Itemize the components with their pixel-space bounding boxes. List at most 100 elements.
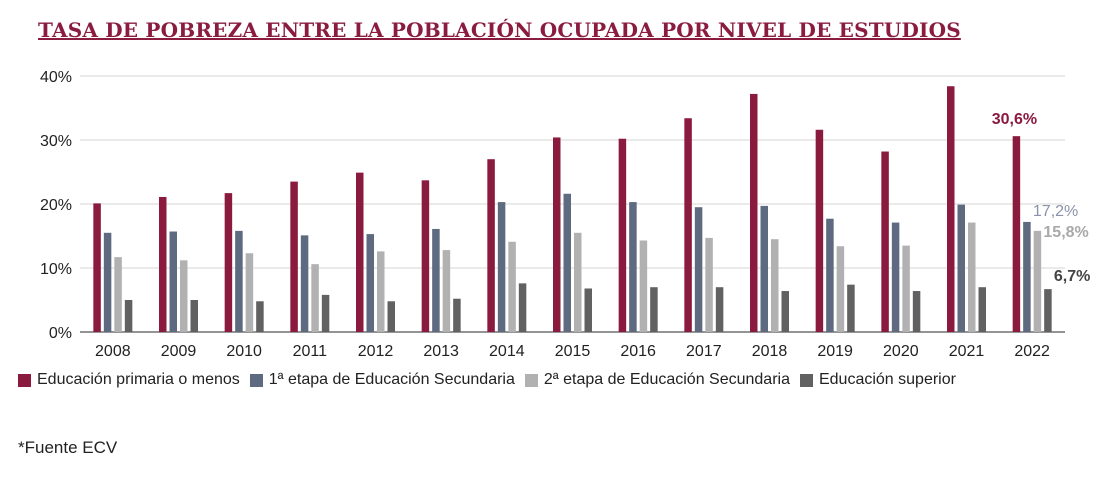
bar <box>103 232 112 332</box>
chart-plot: 0% 10% 20% 30% 40% 2008 2009 2010 2011 2012 2013 20… <box>40 69 1090 360</box>
bar <box>750 93 758 332</box>
bar <box>421 180 430 332</box>
bar <box>235 230 243 332</box>
legend-item: Educación superior <box>799 371 956 389</box>
bar <box>311 264 319 332</box>
bar <box>836 246 845 332</box>
data-label: 6,7% <box>1054 268 1090 285</box>
bar <box>321 294 330 332</box>
y-tick-label: 40% <box>40 69 72 86</box>
bar <box>93 203 101 332</box>
bar <box>442 250 451 332</box>
bar <box>957 204 965 332</box>
bar <box>290 181 298 332</box>
bar <box>1012 136 1021 332</box>
bar <box>377 251 385 332</box>
bar <box>1033 230 1042 332</box>
chart-title: TASA DE POBREZA ENTRE LA POBLACIÓN OCUPA… <box>38 18 961 42</box>
bar <box>190 300 198 332</box>
data-label: 17,2% <box>1033 203 1078 220</box>
legend-label: Educación superior <box>818 371 956 388</box>
bar <box>826 218 834 332</box>
bar <box>574 232 582 332</box>
x-tick-label: 2013 <box>423 343 459 360</box>
data-label: 15,8% <box>1043 224 1088 241</box>
bar <box>169 231 177 332</box>
legend-swatch <box>249 373 263 387</box>
bar <box>881 151 889 332</box>
bar <box>300 235 309 332</box>
legend-item: 2ª etapa de Educación Secundaria <box>524 371 790 389</box>
x-tick-label: 2008 <box>95 343 131 360</box>
x-tick-label: 2020 <box>883 343 919 360</box>
bar <box>508 241 516 332</box>
bar <box>366 234 374 332</box>
y-tick-label: 10% <box>40 261 72 278</box>
bar <box>584 288 592 332</box>
bar <box>891 222 900 332</box>
x-tick-label: 2009 <box>161 343 197 360</box>
bar <box>650 287 658 332</box>
data-label: 30,6% <box>992 111 1037 128</box>
bar <box>432 228 440 332</box>
bar <box>968 222 976 332</box>
chart-legend: Educación primaria o menos 1ª etapa de Ed… <box>18 371 966 389</box>
source-footnote: *Fuente ECV <box>18 438 118 457</box>
legend-swatch <box>18 373 31 387</box>
y-tick-label: 0% <box>49 325 72 342</box>
bar <box>497 202 506 332</box>
bar <box>1023 221 1031 332</box>
x-tick-label: 2016 <box>620 343 656 360</box>
bar <box>453 298 461 332</box>
x-tick-label: 2015 <box>555 343 591 360</box>
bar <box>256 301 264 332</box>
bar <box>124 300 133 332</box>
bar <box>563 193 571 332</box>
bar <box>760 205 768 332</box>
legend-swatch <box>799 373 813 387</box>
y-tick-label: 20% <box>40 197 72 214</box>
bar <box>487 159 495 332</box>
bar <box>356 172 364 332</box>
bar <box>224 193 233 332</box>
bar <box>553 137 561 332</box>
bar <box>781 291 789 332</box>
x-tick-label: 2010 <box>226 343 262 360</box>
x-tick-label: 2018 <box>752 343 788 360</box>
x-tick-label: 2021 <box>949 343 985 360</box>
bar <box>639 240 648 332</box>
bar <box>629 202 637 332</box>
bar <box>815 129 824 332</box>
legend-item: 1ª etapa de Educación Secundaria <box>249 371 515 389</box>
bar <box>847 284 855 332</box>
x-tick-label: 2014 <box>489 343 525 360</box>
bar <box>618 138 627 332</box>
bar <box>114 257 122 332</box>
x-tick-label: 2011 <box>293 343 328 360</box>
x-tick-label: 2022 <box>1014 343 1050 360</box>
legend-item: Educación primaria o menos <box>18 371 240 389</box>
bar <box>387 301 395 332</box>
bar <box>1044 289 1052 332</box>
x-tick-label: 2017 <box>686 343 722 360</box>
bar <box>705 237 713 332</box>
bar <box>684 118 692 333</box>
bar <box>694 207 703 332</box>
legend-label: 2ª etapa de Educación Secundaria <box>543 371 790 388</box>
bar <box>947 86 955 333</box>
bar <box>180 260 188 332</box>
bar <box>518 283 527 332</box>
bar <box>245 253 254 332</box>
bar <box>159 196 167 332</box>
bar <box>902 245 910 332</box>
bar <box>715 287 724 332</box>
legend-swatch <box>524 373 538 387</box>
bar <box>771 239 779 332</box>
legend-label: Educación primaria o menos <box>37 371 240 388</box>
legend-label: 1ª etapa de Educación Secundaria <box>268 371 515 388</box>
x-tick-label: 2019 <box>817 343 853 360</box>
bar <box>912 291 921 332</box>
y-tick-label: 30% <box>40 133 72 150</box>
bar <box>978 287 986 332</box>
x-tick-label: 2012 <box>358 343 394 360</box>
